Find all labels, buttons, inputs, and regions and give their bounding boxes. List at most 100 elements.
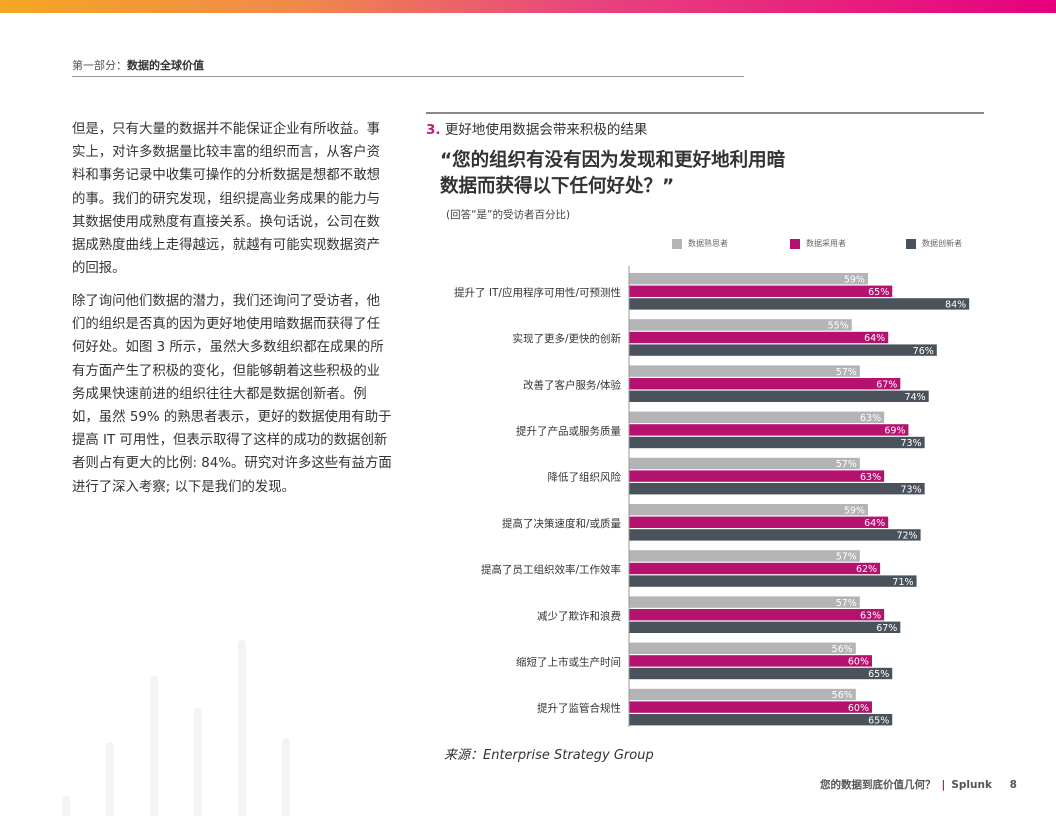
data-label: 60%: [848, 657, 869, 668]
bar: [629, 529, 921, 541]
data-label: 65%: [868, 287, 889, 298]
legend-label: 数据创新者: [922, 239, 962, 248]
bar: [629, 596, 860, 608]
chart-source: 来源：Enterprise Strategy Group: [444, 748, 654, 763]
data-label: 62%: [856, 564, 877, 575]
data-label: 84%: [945, 300, 966, 311]
bar: [629, 424, 909, 436]
data-label: 56%: [832, 690, 853, 701]
data-label: 59%: [844, 274, 865, 285]
bar: [629, 550, 860, 562]
data-label: 72%: [896, 531, 917, 542]
data-label: 64%: [864, 333, 885, 344]
bar: [629, 714, 893, 726]
chart-heading: 3. 更好地使用数据会带来积极的结果: [426, 118, 647, 138]
bar: [629, 378, 901, 390]
footer-brand: Splunk: [951, 779, 992, 791]
chart-subtitle: (回答“是”的受访者百分比): [446, 209, 571, 221]
bar: [629, 470, 885, 482]
bar: [629, 365, 860, 377]
decorative-bar: [150, 676, 158, 816]
data-label: 56%: [832, 644, 853, 655]
data-label: 73%: [901, 438, 922, 449]
footer-title: 您的数据到底价值几何？: [820, 779, 936, 791]
category-label: 提高了员工组织效率/工作效率: [481, 563, 621, 576]
category-label: 提高了决策速度和/或质量: [502, 517, 622, 530]
data-label: 65%: [868, 669, 889, 680]
data-label: 74%: [905, 392, 926, 403]
chart-number: 3.: [426, 122, 441, 138]
bar: [629, 667, 893, 680]
bar: [629, 516, 889, 528]
section-part: 第一部分：: [72, 59, 127, 72]
chart-top-divider: [426, 112, 984, 114]
decorative-bar: [106, 742, 114, 816]
legend-swatch: [906, 238, 916, 249]
category-label: 降低了组织风险: [548, 471, 622, 484]
bar: [629, 621, 901, 633]
decorative-bar: [282, 738, 290, 816]
top-gradient-bar: [0, 0, 1056, 13]
data-label: 55%: [828, 321, 849, 332]
decorative-bar: [238, 640, 246, 816]
bar: [629, 344, 937, 356]
data-label: 63%: [860, 472, 881, 483]
data-label: 59%: [844, 505, 865, 516]
data-label: 67%: [876, 379, 897, 390]
bar: [629, 688, 856, 701]
bar: [629, 504, 868, 516]
section-header: 第一部分：数据的全球价值: [72, 57, 204, 73]
data-label: 69%: [884, 426, 905, 437]
legend-label: 数据熟思者: [688, 239, 728, 248]
bar: [629, 273, 868, 285]
category-label: 减少了欺诈和浪费: [537, 609, 621, 622]
data-label: 64%: [864, 518, 885, 529]
chart-question: “您的组织有没有因为发现和更好地利用暗数据而获得以下任何好处？”: [440, 150, 786, 197]
data-label: 57%: [836, 367, 857, 378]
bar: [629, 701, 872, 713]
data-label: 73%: [901, 484, 922, 495]
bar: [629, 642, 856, 654]
category-label: 实现了更多/更快的创新: [512, 332, 621, 345]
category-label: 提升了产品或服务质量: [516, 425, 621, 438]
data-label: 57%: [836, 552, 857, 563]
category-label: 提升了 IT/应用程序可用性/可预测性: [454, 286, 621, 299]
bar: [629, 655, 872, 667]
bar: [629, 319, 852, 331]
legend-swatch: [672, 238, 682, 249]
body-paragraph-2: 除了询问他们数据的潜力，我们还询问了受访者，他们的组织是否真的因为更好地使用暗数…: [72, 294, 392, 495]
bar: [629, 298, 970, 310]
bar: [629, 457, 860, 470]
data-label: 63%: [860, 610, 881, 621]
bar: [629, 575, 917, 587]
bar: [629, 331, 889, 344]
legend-swatch: [790, 238, 800, 249]
data-label: 76%: [913, 346, 934, 357]
chart-heading-text: 更好地使用数据会带来积极的结果: [444, 122, 648, 138]
bar-chart: 提升了 IT/应用程序可用性/可预测性59%65%84%实现了更多/更快的创新5…: [454, 266, 970, 727]
bar: [629, 483, 925, 495]
category-label: 改善了客户服务/体验: [523, 378, 622, 391]
section-title: 数据的全球价值: [127, 59, 204, 72]
bar: [629, 609, 885, 621]
legend-item-thinkers: 数据熟思者: [672, 238, 728, 249]
page-number: 8: [1009, 779, 1017, 791]
bar: [629, 285, 893, 297]
legend-label: 数据采用者: [806, 239, 846, 248]
bar: [629, 390, 929, 402]
legend-item-adopters: 数据采用者: [790, 238, 846, 249]
body-paragraph-1: 但是，只有大量的数据并不能保证企业有所收益。事实上，对许多数据量比较丰富的组织而…: [72, 122, 380, 277]
decorative-bar: [62, 796, 70, 816]
bar: [629, 436, 925, 449]
decorative-bar: [194, 708, 202, 816]
category-label: 缩短了上市或生产时间: [516, 656, 621, 669]
data-label: 71%: [892, 577, 913, 588]
data-label: 57%: [836, 598, 857, 609]
category-label: 提升了监管合规性: [537, 702, 621, 715]
legend-item-innovators: 数据创新者: [906, 238, 962, 249]
page-footer: 您的数据到底价值几何？ | Splunk 8: [820, 777, 1017, 792]
header-divider: [72, 76, 744, 77]
data-label: 63%: [860, 413, 881, 424]
footer-separator: |: [941, 779, 946, 791]
data-label: 60%: [848, 703, 869, 714]
